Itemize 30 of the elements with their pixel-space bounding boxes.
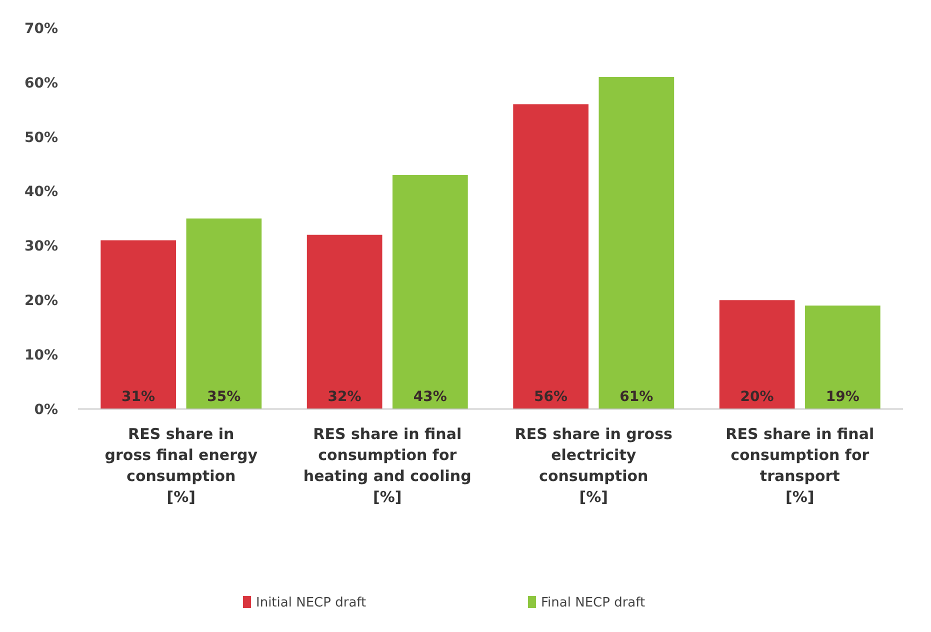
data-label: 31% (122, 389, 156, 405)
bar (805, 306, 880, 409)
y-tick-label: 60% (24, 75, 58, 92)
x-tick-label: RES share in final consumption for heating and cooling [%] (303, 425, 472, 506)
bar (100, 240, 176, 409)
x-tick-label: RES share in final consumption for transport [%] (726, 425, 874, 506)
y-tick-label: 0% (34, 402, 58, 418)
data-label: 20% (740, 389, 774, 405)
data-label: 56% (534, 389, 568, 405)
data-label: 43% (413, 389, 447, 405)
x-tick-label: RES share in gross electricity consumption [%] (514, 425, 673, 506)
legend-label: Final NECP draft (541, 596, 646, 611)
y-tick-label: 50% (24, 130, 58, 146)
bar (513, 104, 588, 409)
y-tick-label: 30% (24, 238, 58, 255)
y-tick-label: 70% (24, 20, 58, 37)
bar (719, 300, 795, 409)
data-label: 19% (826, 389, 860, 405)
y-tick-label: 10% (24, 347, 58, 364)
y-tick-label: 40% (24, 184, 58, 200)
x-tick-label: RES share in gross final energy consumption [%] (104, 425, 258, 506)
data-label: 35% (207, 389, 241, 405)
bar (306, 234, 382, 409)
y-tick-label: 20% (24, 293, 58, 310)
bar (392, 174, 468, 409)
bar (186, 218, 262, 409)
data-label: 32% (328, 389, 362, 405)
bar (598, 76, 674, 409)
data-label: 61% (620, 389, 654, 405)
legend-label: Initial NECP draft (256, 596, 366, 611)
